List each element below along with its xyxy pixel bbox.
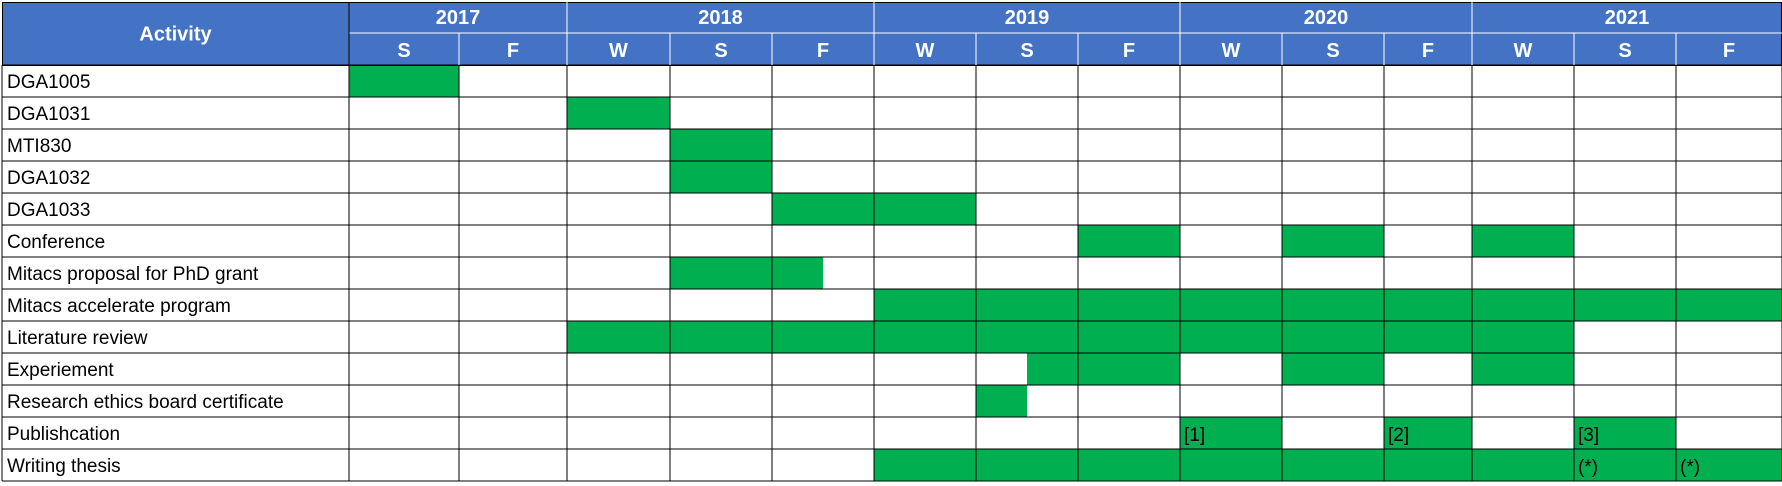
year-label: 2020 <box>1304 7 1349 29</box>
term-label: S <box>1326 40 1339 62</box>
term-label: F <box>1723 40 1735 62</box>
gantt-bar <box>670 257 823 289</box>
gantt-bar <box>874 289 1782 321</box>
gantt-bar <box>1282 353 1384 385</box>
activity-label: MTI830 <box>7 136 71 157</box>
segment-note: [1] <box>1184 425 1205 446</box>
activity-label: Writing thesis <box>7 456 121 477</box>
gantt-bar <box>1078 225 1180 257</box>
year-label: 2021 <box>1605 7 1650 29</box>
term-label: S <box>714 40 727 62</box>
term-label: F <box>507 40 519 62</box>
gantt-bar <box>1027 353 1180 385</box>
term-label: F <box>1422 40 1434 62</box>
gantt-bar <box>1180 417 1282 449</box>
term-label: W <box>1514 40 1533 62</box>
gantt-bar <box>1384 417 1472 449</box>
activity-label: Research ethics board certificate <box>7 392 284 413</box>
activity-label: DGA1033 <box>7 200 90 221</box>
gantt-bar <box>976 385 1027 417</box>
year-label: 2017 <box>436 7 481 29</box>
activity-label: Mitacs proposal for PhD grant <box>7 264 259 285</box>
gantt-bar <box>349 65 459 97</box>
segment-note: (*) <box>1680 457 1700 478</box>
term-label: W <box>609 40 628 62</box>
term-label: S <box>1020 40 1033 62</box>
gantt-bar <box>1472 353 1574 385</box>
gantt-bar <box>670 161 772 193</box>
activity-label: DGA1032 <box>7 168 90 189</box>
gantt-bar <box>670 129 772 161</box>
activity-label: Literature review <box>7 328 148 349</box>
gantt-bar <box>874 449 1574 481</box>
segment-note: (*) <box>1578 457 1598 478</box>
activity-header: Activity <box>139 24 212 46</box>
term-label: F <box>817 40 829 62</box>
activity-label: Conference <box>7 232 105 253</box>
term-label: S <box>1618 40 1631 62</box>
gantt-bar <box>1574 417 1676 449</box>
gantt-bar <box>1574 449 1676 481</box>
activity-label: Experiement <box>7 360 114 381</box>
term-label: F <box>1123 40 1135 62</box>
activity-label: DGA1005 <box>7 72 90 93</box>
gantt-bar <box>567 321 1574 353</box>
activity-label: Publishcation <box>7 424 120 445</box>
gantt-bar <box>1472 225 1574 257</box>
term-label: W <box>1222 40 1241 62</box>
year-label: 2018 <box>698 7 743 29</box>
gantt-bar <box>1676 449 1782 481</box>
segment-note: [2] <box>1388 425 1409 446</box>
segment-note: [3] <box>1578 425 1599 446</box>
activity-label: DGA1031 <box>7 104 90 125</box>
year-label: 2019 <box>1005 7 1050 29</box>
term-label: S <box>397 40 410 62</box>
gantt-bar <box>1282 225 1384 257</box>
gantt-bar <box>567 97 670 129</box>
term-label: W <box>916 40 935 62</box>
activity-label: Mitacs accelerate program <box>7 296 231 317</box>
